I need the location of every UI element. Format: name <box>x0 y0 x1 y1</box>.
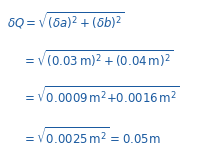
Text: $\delta Q = \sqrt{(\delta a)^2 + (\delta b)^2}$: $\delta Q = \sqrt{(\delta a)^2 + (\delta… <box>7 10 124 31</box>
Text: $= \sqrt{(0.03\,\mathrm{m})^2 + (0.04\,\mathrm{m})^2}$: $= \sqrt{(0.03\,\mathrm{m})^2 + (0.04\,\… <box>22 49 173 70</box>
Text: $= \sqrt{0.0025\,\mathrm{m}^{2}} = 0.05\mathrm{m}$: $= \sqrt{0.0025\,\mathrm{m}^{2}} = 0.05\… <box>22 127 161 148</box>
Text: $= \sqrt{0.0009\,\mathrm{m}^{2}{+}0.0016\,\mathrm{m}^{2}}$: $= \sqrt{0.0009\,\mathrm{m}^{2}{+}0.0016… <box>22 85 180 107</box>
